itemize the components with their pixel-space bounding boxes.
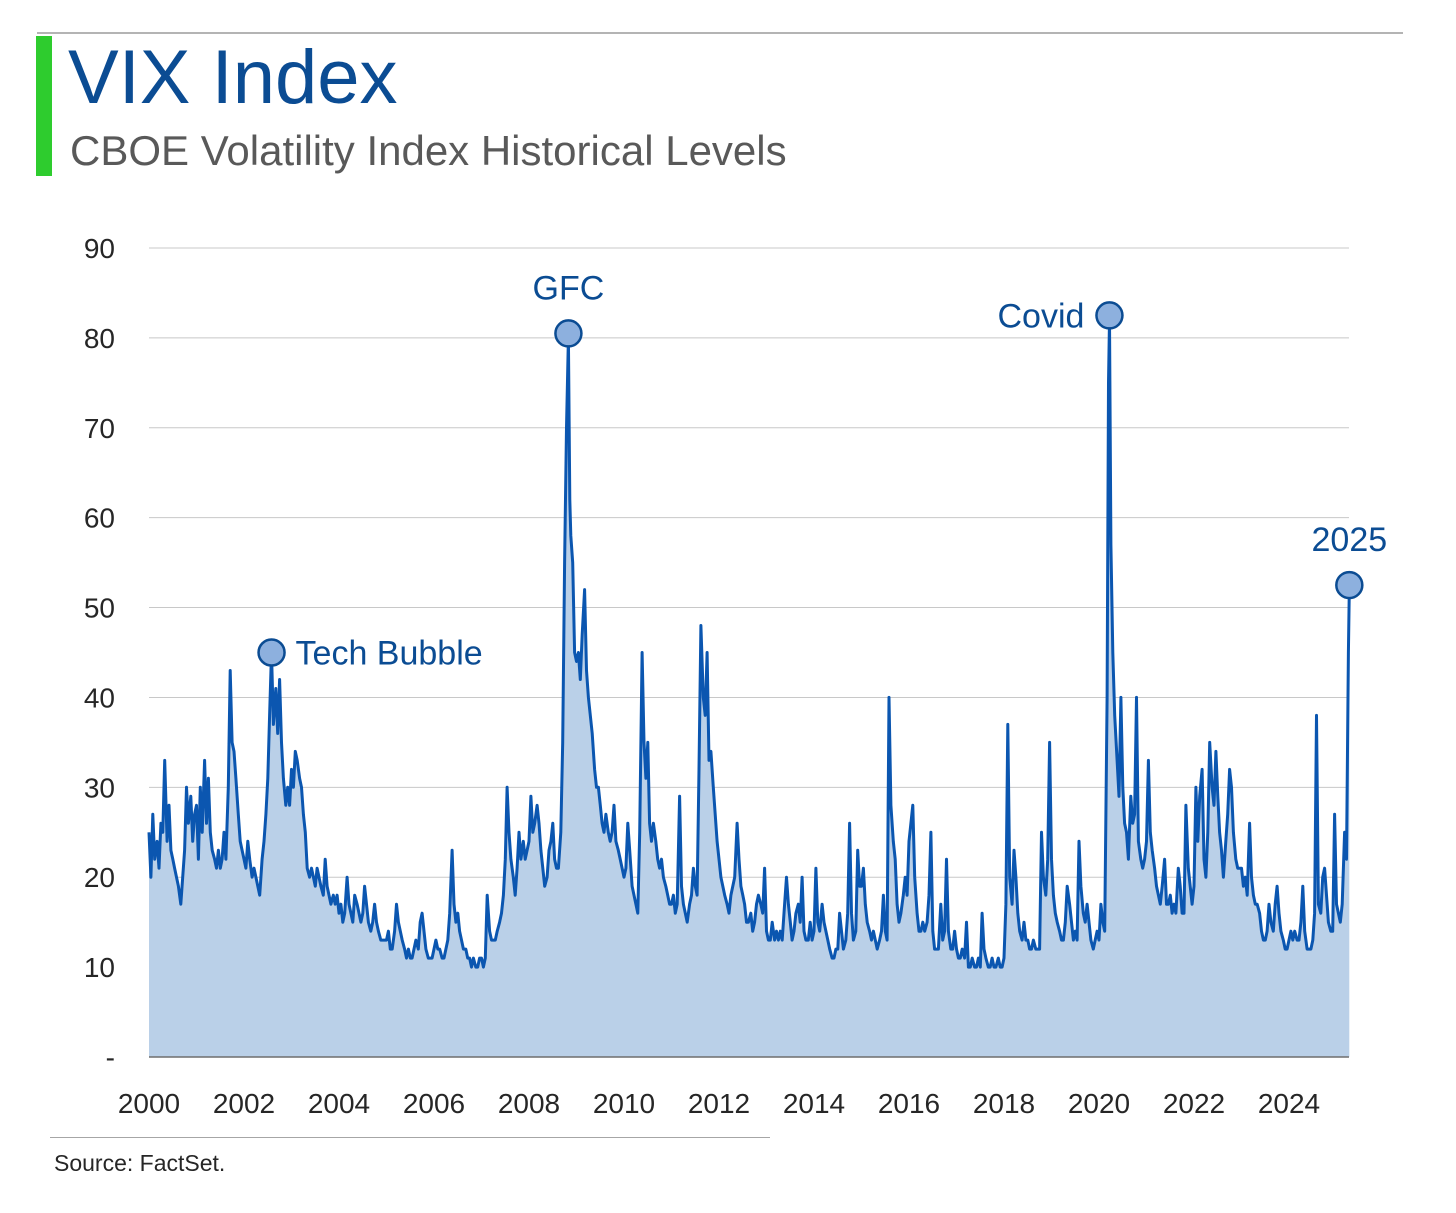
top-rule: [37, 32, 1403, 34]
x-tick-label: 2004: [308, 1088, 370, 1119]
y-tick-label: 60: [84, 503, 115, 534]
y-tick-label: 30: [84, 772, 115, 803]
annotation-label: 2025: [1312, 521, 1388, 559]
footer-rule: [50, 1137, 770, 1138]
x-tick-label: 2006: [403, 1088, 465, 1119]
x-tick-label: 2022: [1163, 1088, 1225, 1119]
annotation-marker: [1095, 301, 1124, 330]
x-tick-label: 2008: [498, 1088, 560, 1119]
y-tick-label: 90: [84, 233, 115, 264]
y-tick-label: 40: [84, 682, 115, 713]
x-tick-label: 2020: [1068, 1088, 1130, 1119]
y-tick-label: 10: [84, 952, 115, 983]
title-accent-bar: [36, 36, 52, 176]
x-tick-label: 2024: [1258, 1088, 1320, 1119]
annotation-label: Tech Bubble: [296, 635, 483, 673]
y-tick-label: 20: [84, 862, 115, 893]
x-tick-label: 2012: [688, 1088, 750, 1119]
chart-title: VIX Index: [68, 35, 398, 120]
y-tick-label: -: [106, 1042, 115, 1073]
annotation-marker: [257, 638, 286, 667]
y-tick-label: 70: [84, 413, 115, 444]
annotation-label: GFC: [533, 269, 605, 307]
y-tick-label: 50: [84, 593, 115, 624]
x-tick-label: 2000: [118, 1088, 180, 1119]
series-area: [149, 319, 1350, 1057]
x-tick-label: 2002: [213, 1088, 275, 1119]
annotation-marker: [554, 319, 583, 348]
x-tick-label: 2010: [593, 1088, 655, 1119]
annotation-label: Covid: [998, 297, 1085, 335]
x-tick-label: 2014: [783, 1088, 845, 1119]
y-tick-label: 80: [84, 323, 115, 354]
annotation-marker: [1335, 570, 1364, 600]
x-tick-label: 2018: [973, 1088, 1035, 1119]
source-note: Source: FactSet.: [54, 1150, 226, 1176]
series-line: [147, 318, 1351, 969]
x-tick-label: 2016: [878, 1088, 940, 1119]
chart-subtitle: CBOE Volatility Index Historical Levels: [70, 127, 787, 174]
